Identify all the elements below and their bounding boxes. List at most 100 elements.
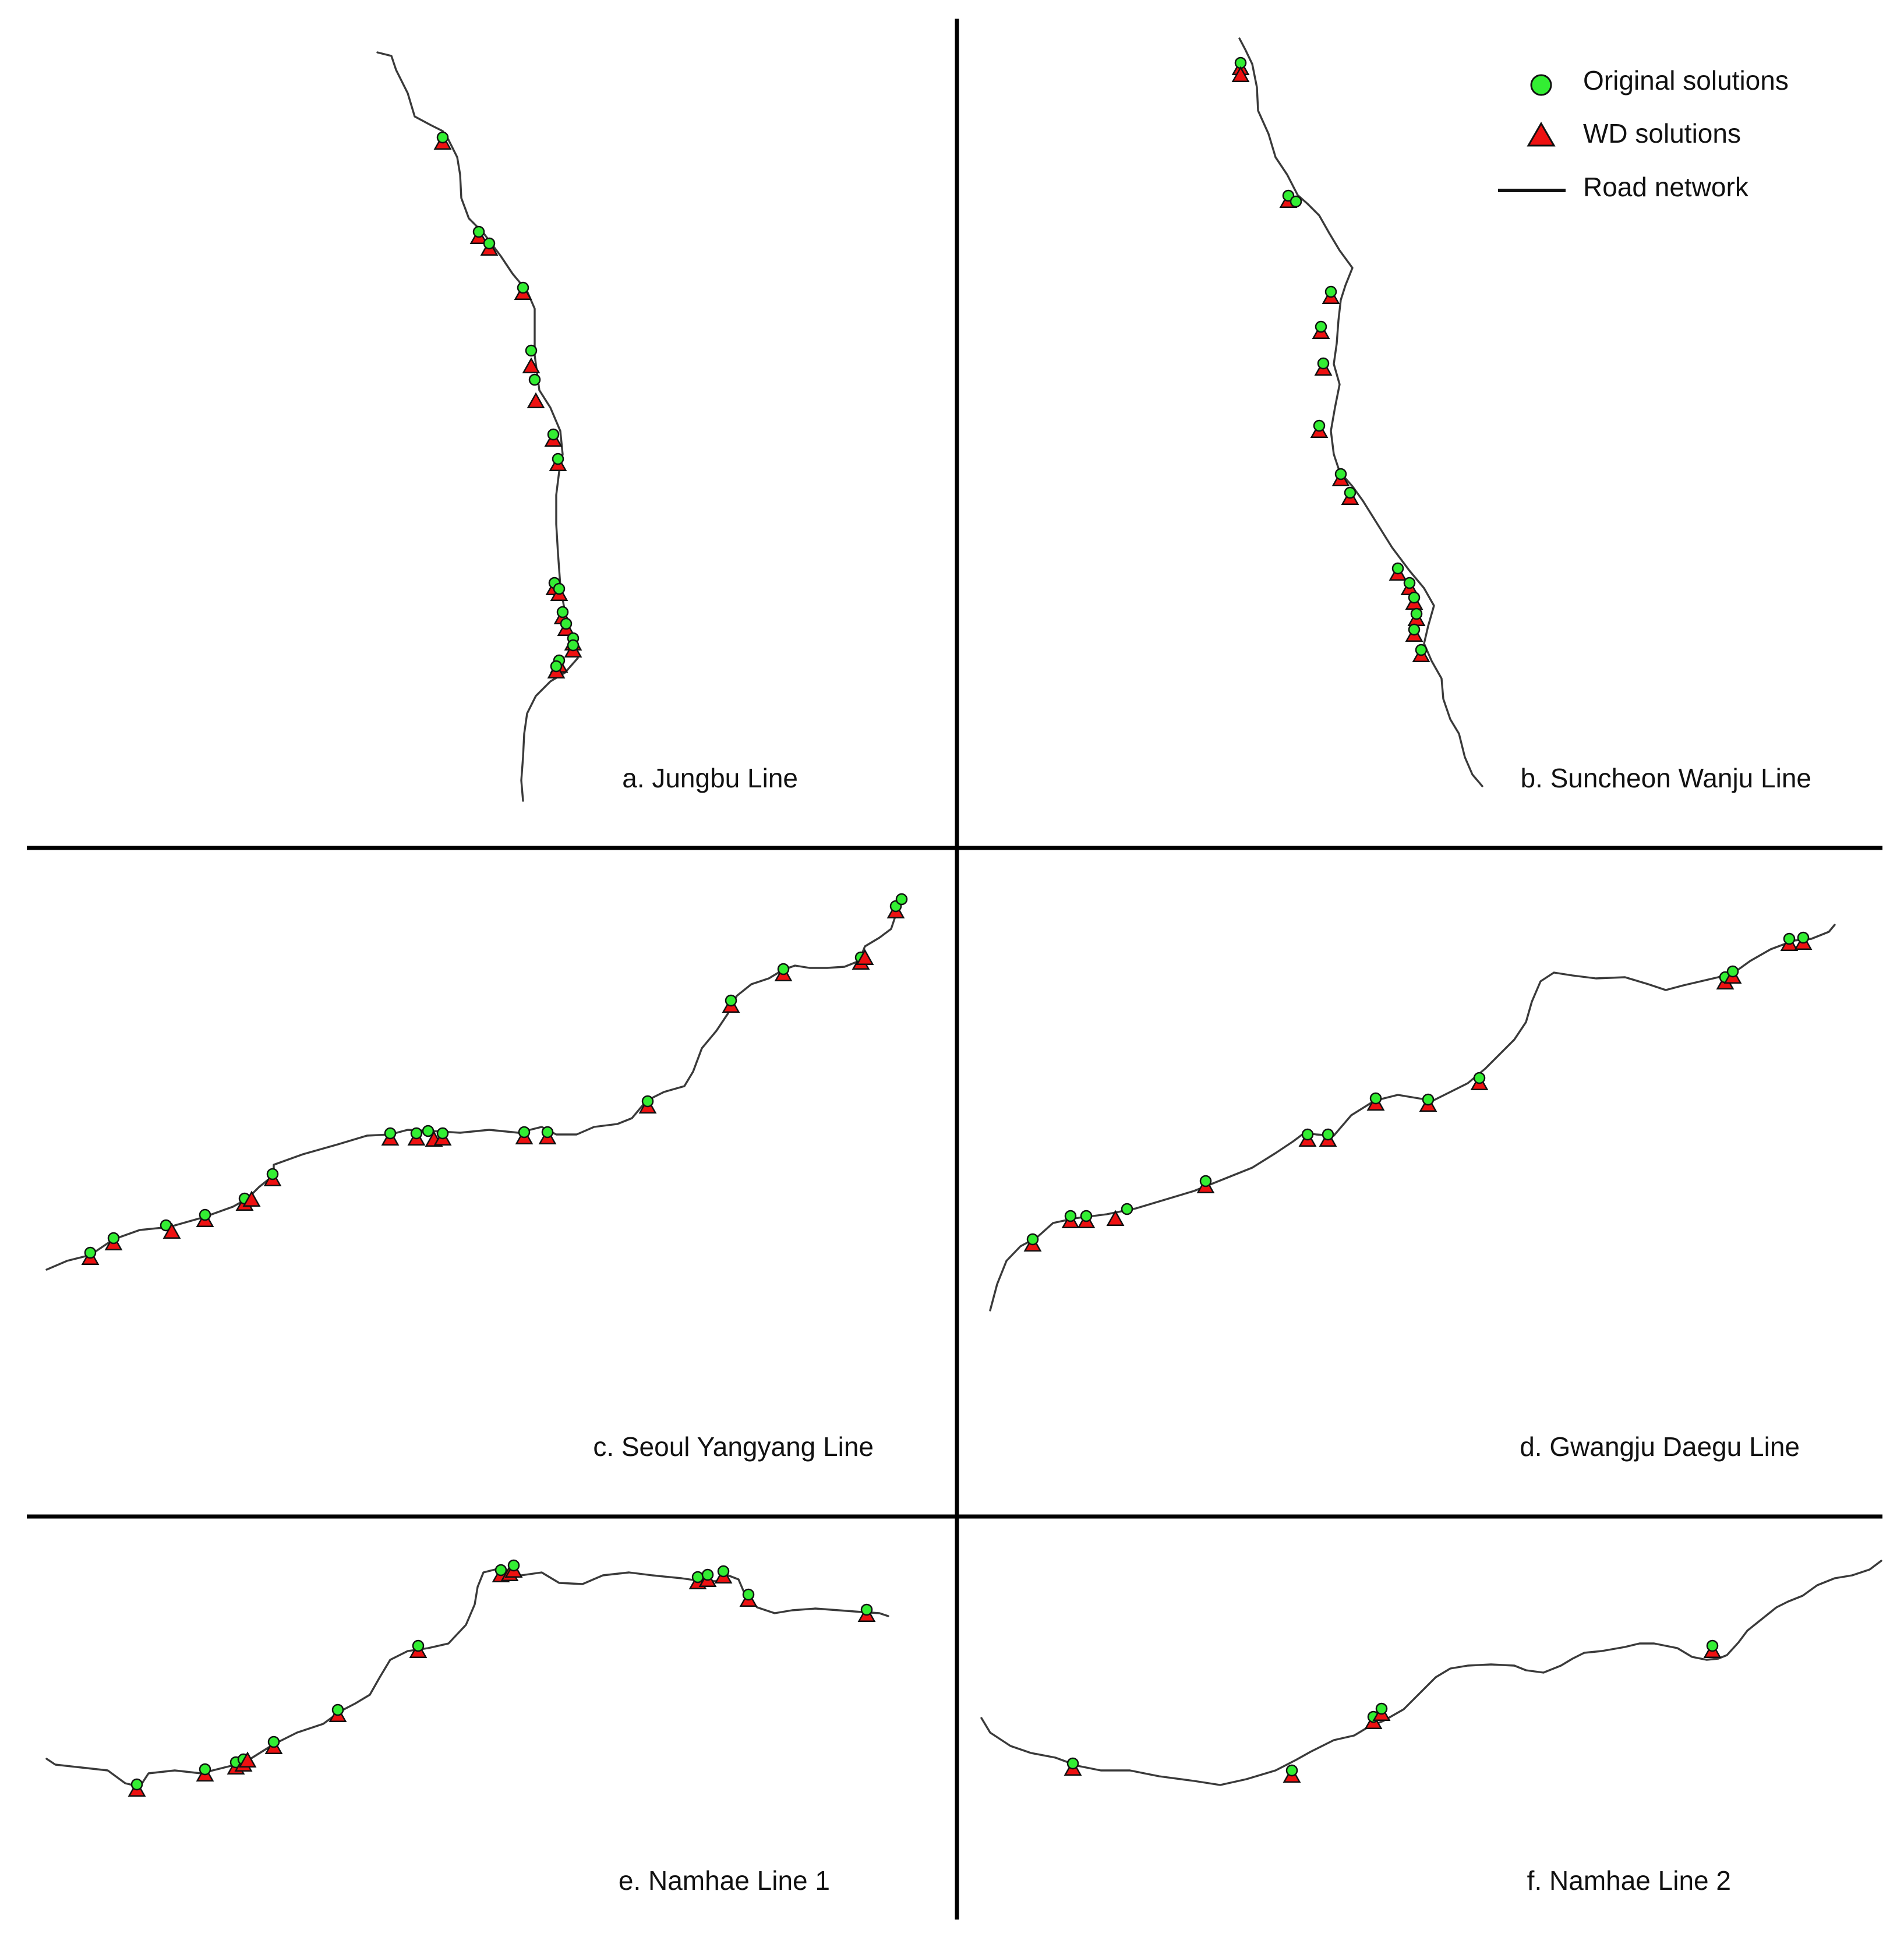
- wd-solution-marker: [527, 392, 545, 409]
- panel-d: d. Gwangju Daegu Line: [989, 924, 1836, 1462]
- original-solution-marker: [507, 1559, 520, 1572]
- original-solution-marker: [725, 994, 737, 1007]
- original-solution-marker: [1285, 1764, 1298, 1777]
- original-solution-marker: [199, 1763, 211, 1776]
- road-network-line: [376, 51, 579, 802]
- original-solution-marker: [1706, 1639, 1719, 1652]
- original-solution-marker: [553, 582, 566, 595]
- original-solution-marker: [1317, 357, 1330, 370]
- original-solution-marker: [541, 1126, 554, 1139]
- original-solution-marker: [422, 1125, 435, 1137]
- original-solution-marker: [518, 1126, 531, 1139]
- original-solution-marker: [556, 606, 569, 618]
- panel-e: e. Namhae Line 1: [45, 1559, 889, 1896]
- legend-label-original: Original solutions: [1583, 65, 1789, 96]
- original-solution-marker: [742, 1588, 755, 1601]
- original-solution-marker: [1369, 1092, 1382, 1105]
- original-solution-marker: [1315, 320, 1327, 333]
- original-solution-marker: [1726, 965, 1739, 978]
- panel-label: e. Namhae Line 1: [619, 1865, 830, 1896]
- original-solution-marker: [1403, 577, 1416, 589]
- wd-solution-marker: [242, 1190, 261, 1207]
- original-solution-marker: [517, 281, 529, 294]
- original-solution-marker: [1026, 1233, 1039, 1246]
- original-solution-marker: [1080, 1210, 1093, 1222]
- wd-solution-marker: [1106, 1210, 1125, 1226]
- panel-b: b. Suncheon Wanju Line: [1231, 37, 1811, 793]
- original-solution-marker: [410, 1127, 423, 1140]
- original-solution-marker: [1324, 285, 1337, 298]
- panel-c: c. Seoul Yangyang Line: [45, 893, 908, 1462]
- road-network-line: [980, 1560, 1882, 1786]
- original-solution-marker: [895, 893, 908, 906]
- original-solution-marker: [199, 1208, 211, 1221]
- original-solution-marker: [701, 1568, 714, 1581]
- panel-label: a. Jungbu Line: [622, 763, 798, 793]
- wd-solution-marker: [522, 357, 541, 374]
- original-solution-marker: [1121, 1203, 1133, 1215]
- panel-label: c. Seoul Yangyang Line: [593, 1431, 874, 1462]
- original-solution-marker: [436, 131, 449, 144]
- original-solution-marker: [1066, 1757, 1079, 1770]
- panel-a: a. Jungbu Line: [376, 51, 798, 802]
- original-solution-marker: [1410, 607, 1423, 620]
- road-network-line: [45, 902, 901, 1271]
- original-solution-marker: [1375, 1702, 1388, 1715]
- wd-solution-marker: [1231, 66, 1250, 83]
- original-solution-marker: [1473, 1072, 1486, 1084]
- original-solution-marker: [483, 237, 496, 250]
- original-solution-marker: [1797, 931, 1810, 944]
- original-solution-marker: [552, 453, 564, 465]
- original-solution-marker: [1344, 486, 1357, 499]
- original-solution-marker: [1415, 644, 1428, 656]
- original-solution-marker: [107, 1232, 120, 1245]
- solution-markers: [433, 131, 582, 679]
- original-solution-marker: [1391, 562, 1404, 575]
- original-solution-marker: [266, 1168, 279, 1180]
- panel-f: f. Namhae Line 2: [980, 1560, 1882, 1896]
- original-solution-marker: [1322, 1128, 1334, 1141]
- legend-label-wd: WD solutions: [1583, 118, 1741, 149]
- original-solution-marker: [1408, 623, 1421, 636]
- solution-markers: [1023, 931, 1813, 1252]
- solution-markers: [1231, 56, 1430, 663]
- original-solution-marker: [84, 1246, 97, 1259]
- original-solution-marker: [1199, 1175, 1212, 1187]
- original-solution-marker: [717, 1565, 730, 1578]
- road-network-line: [45, 1568, 889, 1788]
- legend-label-road: Road network: [1583, 172, 1749, 202]
- original-solution-marker: [436, 1127, 449, 1140]
- wd-solution-legend-symbol: [1527, 122, 1556, 147]
- panel-label: d. Gwangju Daegu Line: [1520, 1431, 1800, 1462]
- original-solution-marker: [560, 617, 573, 630]
- original-solution-marker: [1334, 468, 1347, 480]
- wd-solution-marker: [856, 949, 874, 966]
- original-solution-marker: [1783, 932, 1796, 945]
- panel-label: b. Suncheon Wanju Line: [1520, 763, 1811, 793]
- original-solution-legend-symbol: [1530, 74, 1552, 96]
- original-solution-marker: [267, 1735, 280, 1748]
- original-solution-marker: [130, 1778, 143, 1791]
- original-solution-marker: [525, 344, 538, 357]
- panel-label: f. Namhae Line 2: [1527, 1865, 1731, 1896]
- original-solution-marker: [860, 1603, 873, 1616]
- original-solution-marker: [412, 1639, 425, 1652]
- original-solution-marker: [777, 963, 790, 975]
- solution-markers: [128, 1559, 876, 1797]
- original-solution-marker: [547, 428, 560, 441]
- original-solution-marker: [1290, 195, 1302, 208]
- road-network-line: [989, 924, 1836, 1312]
- solution-markers: [81, 893, 908, 1266]
- original-solution-marker: [567, 639, 580, 652]
- original-solution-marker: [472, 225, 485, 238]
- original-solution-marker: [550, 660, 563, 673]
- original-solution-marker: [1301, 1128, 1314, 1141]
- original-solution-marker: [331, 1703, 344, 1716]
- road-network-line: [1238, 37, 1483, 787]
- original-solution-marker: [494, 1564, 507, 1577]
- original-solution-marker: [1422, 1093, 1435, 1106]
- legend: Original solutions WD solutions Road net…: [1498, 65, 1789, 202]
- original-solution-marker: [691, 1571, 704, 1583]
- original-solution-marker: [384, 1127, 397, 1140]
